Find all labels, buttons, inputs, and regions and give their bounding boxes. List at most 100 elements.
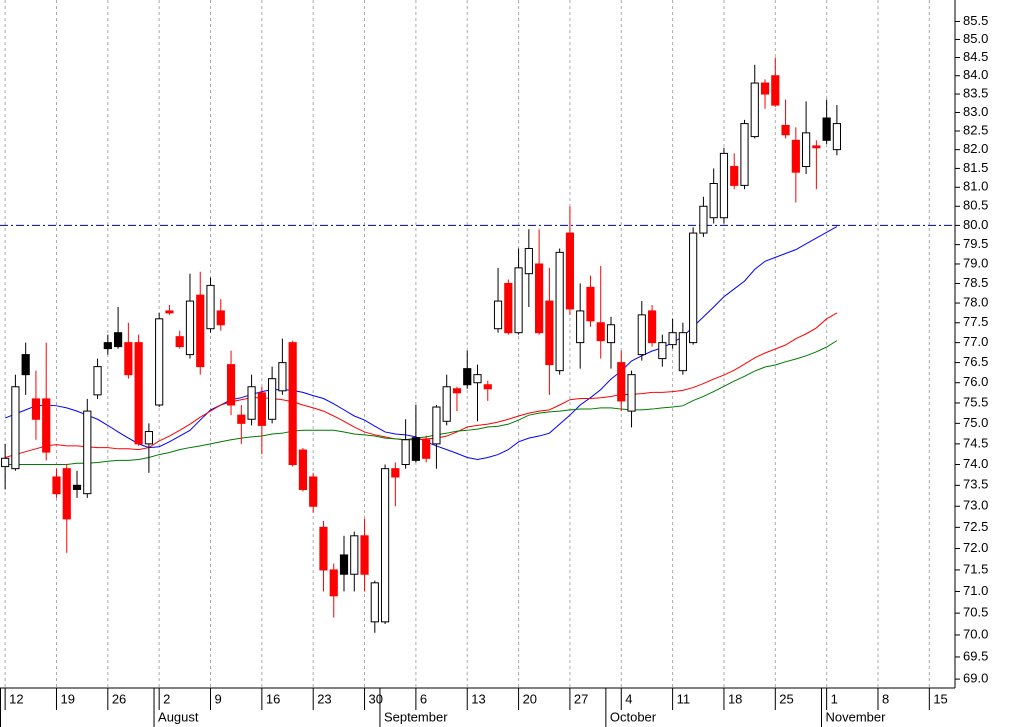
- y-tick-label: 80.0: [963, 217, 988, 232]
- candle-body: [473, 374, 482, 384]
- x-tick-label: 4: [625, 691, 632, 706]
- y-tick-label: 79.0: [963, 255, 988, 270]
- candle-body: [339, 554, 349, 575]
- candle-body: [124, 342, 133, 376]
- candle-body: [278, 362, 287, 392]
- x-tick-label: 16: [266, 691, 280, 706]
- candle-body: [268, 378, 277, 420]
- x-tick-label: 26: [112, 691, 126, 706]
- x-tick-label: 19: [60, 691, 74, 706]
- candle-body: [134, 342, 143, 445]
- y-tick-label: 77.5: [963, 314, 988, 329]
- candle-body: [93, 366, 102, 396]
- candle-body: [535, 263, 544, 334]
- y-tick-label: 70.5: [963, 605, 988, 620]
- y-tick-label: 83.5: [963, 85, 988, 100]
- y-tick-label: 75.5: [963, 394, 988, 409]
- candle-body: [627, 374, 636, 412]
- month-label: August: [158, 709, 199, 724]
- candle-body: [42, 398, 51, 453]
- candle-body: [247, 386, 256, 420]
- y-tick-label: 81.0: [963, 179, 988, 194]
- candle-body: [83, 410, 92, 495]
- y-tick-label: 85.5: [963, 13, 988, 28]
- candle-body: [771, 75, 780, 106]
- candle-body: [319, 526, 328, 571]
- x-tick-label: 15: [933, 691, 947, 706]
- y-tick-label: 71.0: [963, 583, 988, 598]
- x-tick-label: 25: [779, 691, 793, 706]
- candle-body: [298, 449, 308, 490]
- candle-body: [360, 535, 369, 575]
- y-tick-label: 84.5: [963, 49, 988, 64]
- candle-body: [380, 468, 390, 623]
- y-tick-label: 72.5: [963, 519, 988, 534]
- y-tick-label: 69.5: [963, 648, 988, 663]
- x-tick-label: 9: [215, 691, 222, 706]
- candle-body: [822, 117, 831, 141]
- candle-body: [606, 324, 616, 344]
- candle-body: [21, 354, 30, 376]
- candle-body: [226, 364, 236, 406]
- candle-body: [760, 82, 770, 95]
- candle-body: [750, 82, 759, 138]
- y-tick-label: 71.5: [963, 561, 988, 576]
- x-tick-label: 6: [420, 691, 427, 706]
- candle-body: [791, 139, 800, 173]
- candle-body: [565, 232, 575, 310]
- candle-body: [31, 398, 41, 420]
- x-tick-label: 11: [677, 691, 691, 706]
- candle-body: [576, 310, 585, 344]
- candle-body: [647, 310, 657, 344]
- average-line: [5, 340, 838, 466]
- candle-body: [668, 332, 677, 346]
- y-tick-label: 79.5: [963, 236, 988, 251]
- y-tick-label: 78.0: [963, 294, 988, 309]
- candle-body: [329, 569, 338, 597]
- candle-body: [545, 300, 554, 366]
- candle-body: [555, 251, 564, 372]
- candle-body: [422, 439, 431, 459]
- candle-body: [658, 342, 667, 360]
- candle-body: [689, 232, 698, 344]
- candle-body: [257, 392, 266, 426]
- average-line: [4, 312, 838, 458]
- candle-body: [596, 322, 605, 342]
- candle-body: [678, 332, 687, 372]
- candle-body: [411, 437, 420, 461]
- y-tick-label: 72.0: [963, 540, 988, 555]
- candle-body: [586, 286, 595, 322]
- y-tick-label: 80.5: [963, 198, 988, 213]
- candle-body: [309, 476, 318, 507]
- month-label: September: [384, 709, 448, 724]
- candle-body: [504, 282, 513, 334]
- candle-body: [103, 342, 112, 350]
- candle-body: [812, 145, 821, 149]
- x-tick-label: 1: [831, 691, 838, 706]
- candle-body: [370, 582, 379, 623]
- candle-body: [442, 386, 451, 422]
- candle-body: [1, 457, 10, 468]
- candle-body: [637, 314, 646, 356]
- y-tick-label: 69.0: [963, 671, 988, 686]
- candle-body: [237, 414, 246, 424]
- candle-body: [730, 166, 739, 186]
- x-tick-label: 13: [471, 691, 485, 706]
- month-label: November: [826, 709, 887, 724]
- candle-body: [452, 388, 462, 394]
- y-tick-label: 74.5: [963, 435, 988, 450]
- candle-body: [514, 267, 523, 334]
- x-tick-label: 27: [574, 691, 588, 706]
- candle-body: [175, 336, 184, 348]
- y-tick-label: 82.0: [963, 141, 988, 156]
- candle-body: [206, 284, 215, 330]
- y-tick-label: 85.0: [963, 31, 988, 46]
- y-tick-label: 78.5: [963, 275, 988, 290]
- candle-body: [72, 484, 82, 490]
- candle-body: [740, 123, 749, 186]
- candle-body: [196, 294, 205, 368]
- y-tick-label: 77.0: [963, 334, 988, 349]
- candle-body: [719, 152, 729, 219]
